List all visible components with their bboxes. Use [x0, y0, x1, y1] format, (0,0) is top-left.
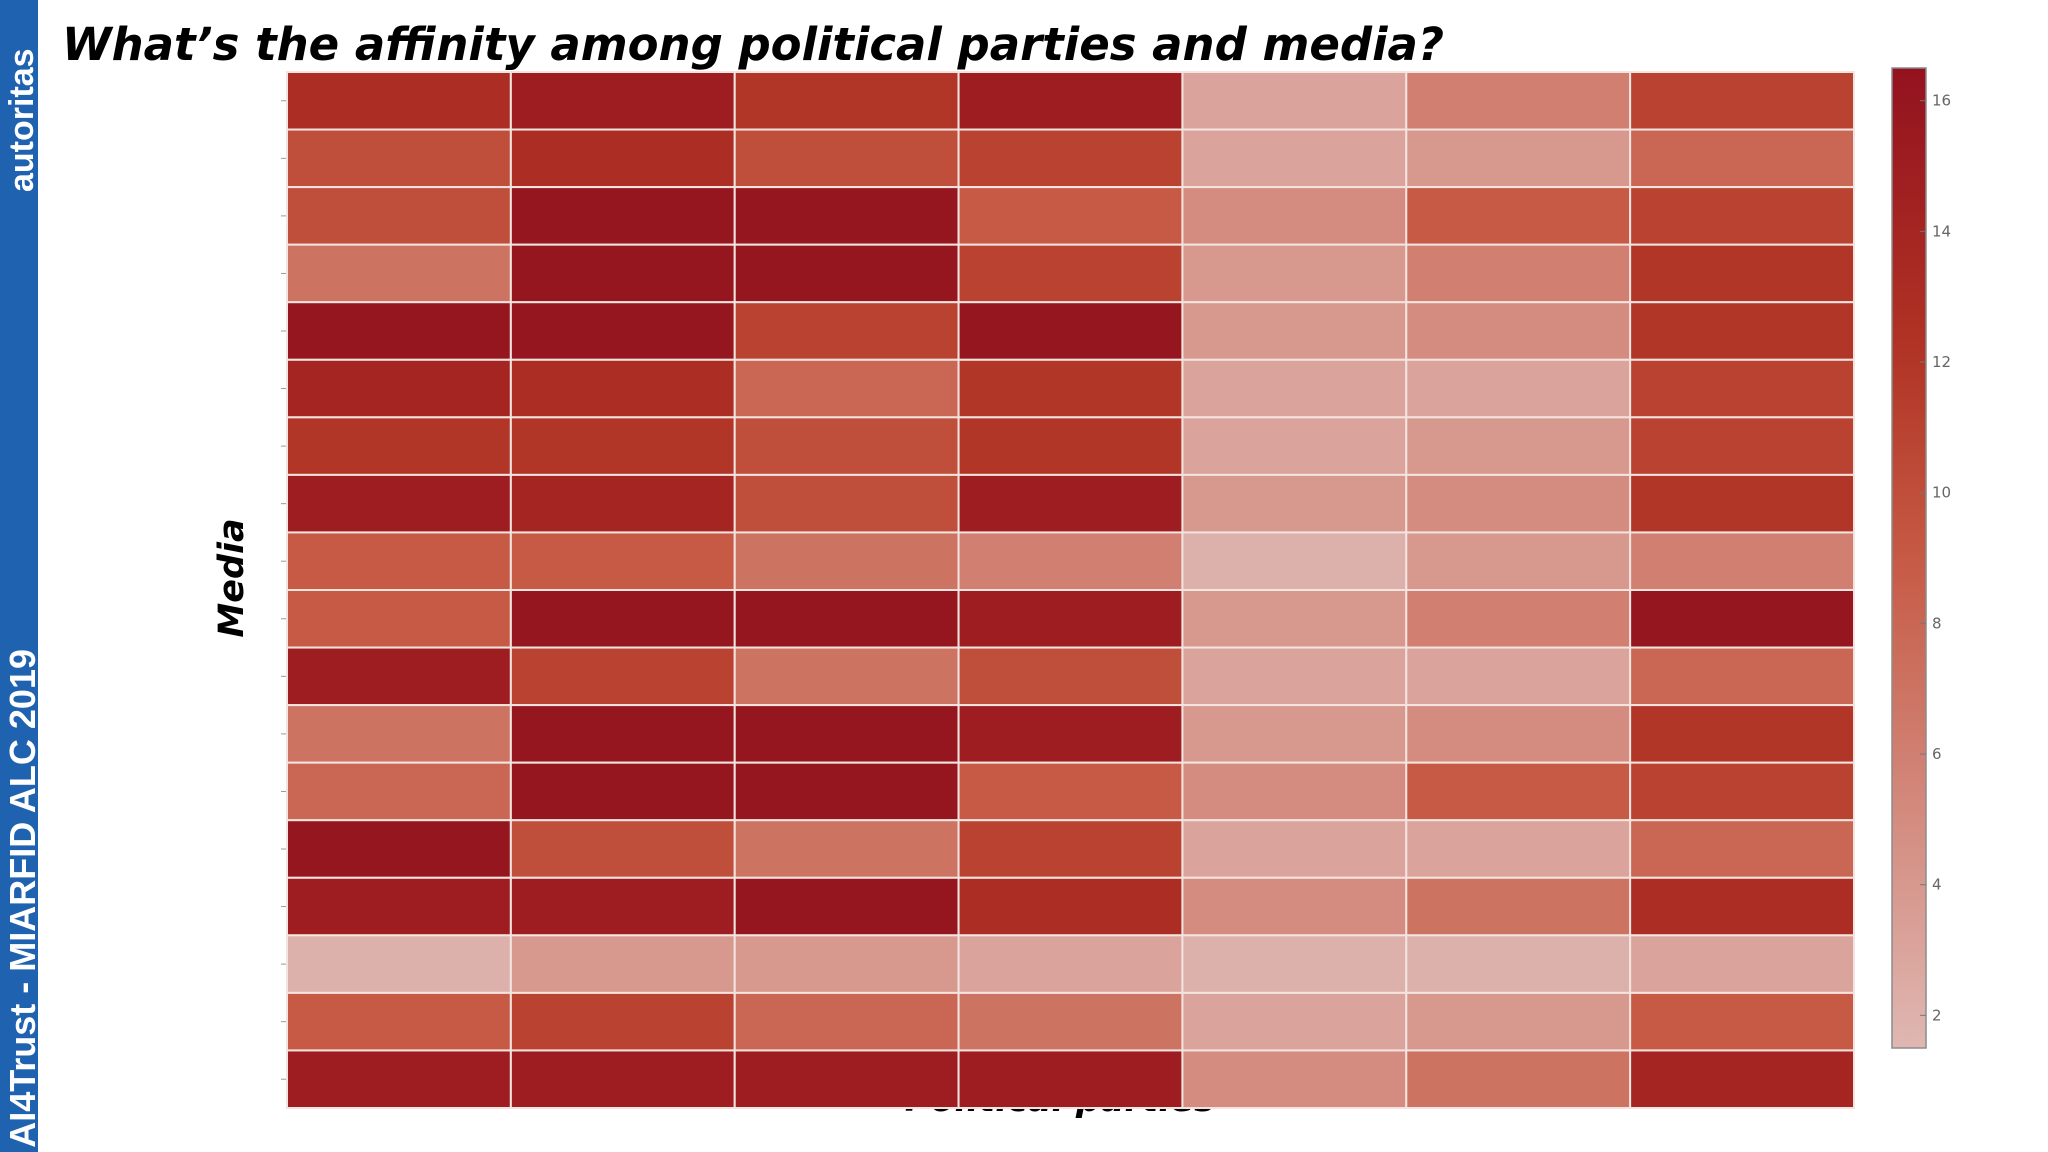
heatmap-cell: [957, 704, 1184, 764]
heatmap-cell: [957, 531, 1184, 592]
heatmap-cell: [286, 991, 512, 1052]
heatmap-cell: [509, 876, 736, 937]
heatmap-cell: [1181, 186, 1408, 246]
heatmap-cell: [1629, 934, 1855, 994]
heatmap-cell: [733, 186, 960, 246]
heatmap-cell: [1405, 819, 1632, 879]
heatmap-cell: [957, 1049, 1184, 1110]
heatmap-cell: [957, 761, 1184, 822]
heatmap-cell: [733, 589, 960, 649]
heatmap-cell: [1629, 128, 1855, 189]
heatmap-cell: [1629, 876, 1855, 937]
heatmap-cell: [733, 934, 960, 994]
heatmap-cell: [1629, 243, 1855, 304]
heatmap-cell: [286, 761, 512, 822]
heatmap-cell: [509, 531, 736, 592]
heatmap-cell: [1629, 761, 1855, 822]
heatmap-cell: [733, 243, 960, 304]
heatmap-cell: [509, 301, 736, 361]
colorbar-tick-label: 4: [1932, 876, 1942, 894]
heatmap-cell: [957, 128, 1184, 189]
heatmap-cell: [286, 186, 512, 246]
heatmap-cell: [286, 473, 512, 534]
heatmap-cell: [733, 1049, 960, 1110]
heatmap-cell: [286, 589, 512, 649]
heatmap-cell: [733, 416, 960, 476]
heatmap-cell: [1629, 1049, 1855, 1110]
heatmap-cell: [1181, 416, 1408, 476]
heatmap-cell: [1629, 186, 1855, 246]
heatmap-cell: [733, 646, 960, 707]
heatmap-cell: [1181, 531, 1408, 592]
heatmap-cell: [1181, 589, 1408, 649]
heatmap-cell: [1405, 473, 1632, 534]
heatmap-cell: [957, 589, 1184, 649]
heatmap-cell: [509, 646, 736, 707]
heatmap-cell: [1181, 646, 1408, 707]
heatmap-cell: [1629, 819, 1855, 879]
heatmap-cell: [957, 646, 1184, 707]
heatmap-cell: [509, 186, 736, 246]
heatmap-cell: [733, 761, 960, 822]
heatmap-cell: [286, 128, 512, 189]
heatmap-cell: [1181, 991, 1408, 1052]
heatmap-cell: [957, 301, 1184, 361]
heatmap-cell: [957, 991, 1184, 1052]
heatmap-cell: [733, 819, 960, 879]
colorbar-tick-label: 14: [1932, 222, 1951, 240]
colorbar-tick-label: 6: [1932, 745, 1942, 763]
heatmap-cell: [286, 876, 512, 937]
heatmap-cell: [1405, 1049, 1632, 1110]
heatmap-cell: [286, 358, 512, 419]
heatmap-cell: [286, 934, 512, 994]
heatmap-cell: [286, 243, 512, 304]
heatmap-cell: [1405, 128, 1632, 189]
heatmap-cell: [1629, 991, 1855, 1052]
heatmap-cell: [957, 186, 1184, 246]
heatmap-cell: [509, 128, 736, 189]
heatmap-cell: [957, 243, 1184, 304]
heatmap-cell: [1405, 71, 1632, 131]
colorbar-tick-label: 8: [1932, 614, 1942, 632]
heatmap-cell: [509, 991, 736, 1052]
heatmap-cell: [957, 416, 1184, 476]
chart-title: What’s the affinity among political part…: [62, 18, 1444, 71]
heatmap-cell: [1629, 473, 1855, 534]
heatmap-cell: [1181, 243, 1408, 304]
heatmap-cell: [1405, 589, 1632, 649]
colorbar-tick-label: 12: [1932, 353, 1951, 371]
heatmap-cell: [1405, 301, 1632, 361]
heatmap-cell: [1629, 704, 1855, 764]
heatmap-cell: [1405, 876, 1632, 937]
heatmap-cell: [1629, 301, 1855, 361]
heatmap-cell: [733, 991, 960, 1052]
colorbar-tick-label: 10: [1932, 484, 1951, 502]
colorbar-tick-label: 2: [1932, 1006, 1942, 1024]
colorbar-tick-label: 16: [1932, 92, 1951, 110]
heatmap-cell: [1405, 243, 1632, 304]
heatmap-cell: [286, 1049, 512, 1110]
heatmap-cell: [509, 819, 736, 879]
branding-sidebar: autoritas AI4Trust - MIARFID ALC 2019: [0, 0, 43, 1152]
heatmap-cell: [509, 473, 736, 534]
heatmap-cell: [957, 473, 1184, 534]
heatmap-cell: [1181, 1049, 1408, 1110]
heatmap-cell: [509, 1049, 736, 1110]
heatmap-cell: [1181, 301, 1408, 361]
colorbar-gradient: [1891, 67, 1927, 1049]
heatmap-cell: [1181, 819, 1408, 879]
heatmap-cell: [286, 646, 512, 707]
heatmap-cell: [957, 934, 1184, 994]
heatmap-cell: [733, 876, 960, 937]
heatmap-cell: [1181, 876, 1408, 937]
heatmap-cell: [1629, 71, 1855, 131]
heatmap-cell: [1629, 531, 1855, 592]
heatmap-cell: [286, 819, 512, 879]
heatmap-cell: [957, 819, 1184, 879]
heatmap-cell: [1629, 416, 1855, 476]
